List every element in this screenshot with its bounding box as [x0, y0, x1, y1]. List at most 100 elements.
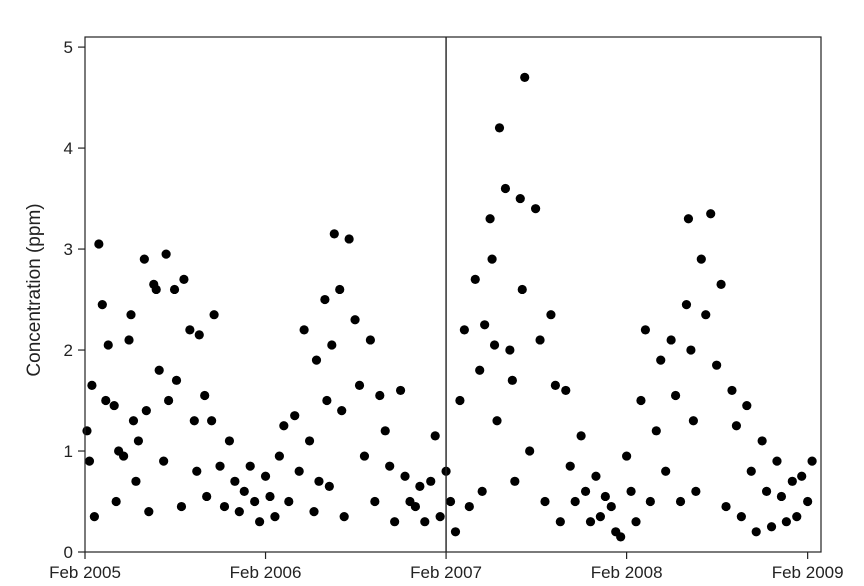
data-point — [727, 385, 737, 396]
y-tick-label: 1 — [64, 442, 73, 461]
data-point — [234, 507, 244, 517]
data-point — [517, 284, 527, 295]
y-tick-label: 2 — [64, 341, 73, 360]
data-point — [797, 471, 807, 481]
plot-frame — [84, 36, 822, 553]
data-point — [385, 461, 395, 471]
data-point — [645, 496, 655, 507]
data-point — [270, 512, 280, 522]
data-point — [546, 310, 556, 320]
data-point — [161, 249, 171, 259]
data-point — [761, 486, 772, 497]
data-point — [284, 496, 294, 507]
data-point — [194, 330, 204, 340]
data-point — [320, 294, 330, 305]
data-point — [736, 512, 746, 522]
data-point — [580, 486, 591, 497]
data-point — [209, 310, 219, 320]
data-point — [311, 355, 322, 365]
data-point — [716, 279, 726, 290]
data-point — [751, 527, 761, 537]
data-point — [535, 335, 545, 345]
data-point — [787, 476, 797, 486]
data-point — [260, 471, 271, 481]
data-point — [171, 375, 182, 385]
data-point — [200, 390, 210, 401]
data-point — [207, 416, 217, 426]
data-point — [400, 471, 410, 481]
data-point — [390, 517, 400, 527]
data-point — [500, 183, 511, 194]
data-point — [712, 360, 722, 370]
data-point — [540, 496, 550, 507]
data-point — [87, 380, 97, 390]
data-points — [82, 72, 817, 542]
data-point — [426, 476, 436, 486]
data-point — [489, 340, 500, 350]
data-point — [691, 486, 701, 497]
data-point — [84, 456, 95, 466]
data-point — [322, 395, 332, 406]
data-point — [304, 436, 315, 446]
data-point — [109, 400, 119, 411]
data-point — [435, 512, 445, 522]
data-point — [585, 517, 596, 527]
x-tick-label: Feb 2009 — [772, 563, 844, 582]
data-point — [159, 456, 169, 466]
data-point — [154, 365, 164, 375]
data-point — [455, 395, 465, 406]
y-tick-label: 3 — [64, 240, 73, 259]
data-point — [179, 274, 189, 284]
data-point — [350, 315, 360, 325]
data-point — [224, 436, 235, 446]
data-point — [395, 385, 406, 396]
data-point — [492, 416, 502, 426]
data-point — [215, 461, 225, 471]
data-point — [163, 395, 174, 406]
data-point — [169, 284, 180, 295]
data-point — [480, 320, 490, 330]
data-point — [477, 486, 487, 497]
data-point — [670, 390, 681, 401]
data-point — [561, 385, 571, 396]
data-point — [365, 335, 375, 345]
x-axis: Feb 2005 Feb 2006 Feb 2007 Feb 2008 Feb 2009 — [49, 552, 844, 582]
data-point — [89, 512, 99, 522]
data-point — [380, 426, 390, 436]
data-point — [487, 254, 497, 264]
data-point — [94, 239, 104, 249]
data-point — [651, 426, 661, 436]
data-point — [230, 476, 240, 486]
data-point — [359, 451, 370, 461]
data-point — [189, 416, 199, 426]
data-point — [185, 325, 195, 335]
data-point — [299, 325, 309, 335]
data-point — [622, 451, 632, 461]
data-point — [606, 501, 616, 512]
y-tick-label: 0 — [64, 543, 73, 562]
data-point — [255, 517, 265, 527]
data-point — [696, 254, 706, 264]
data-point — [742, 400, 752, 411]
data-point — [570, 496, 580, 507]
data-point — [151, 284, 161, 295]
data-point — [415, 481, 425, 491]
data-point — [683, 214, 694, 224]
data-point — [192, 466, 202, 476]
data-point — [681, 299, 692, 310]
data-point — [335, 284, 345, 295]
data-point — [101, 395, 111, 406]
x-tick-label: Feb 2005 — [49, 563, 121, 582]
data-point — [656, 355, 666, 365]
y-axis-title: Concentration (ppm) — [24, 203, 45, 376]
data-point — [701, 310, 711, 320]
x-tick-label: Feb 2007 — [410, 563, 482, 582]
data-point — [666, 335, 676, 345]
data-point — [420, 517, 430, 527]
data-point — [82, 426, 92, 436]
data-point — [339, 512, 349, 522]
data-point — [792, 512, 802, 522]
data-point — [686, 345, 696, 355]
data-point — [314, 476, 324, 486]
data-point — [515, 193, 525, 204]
